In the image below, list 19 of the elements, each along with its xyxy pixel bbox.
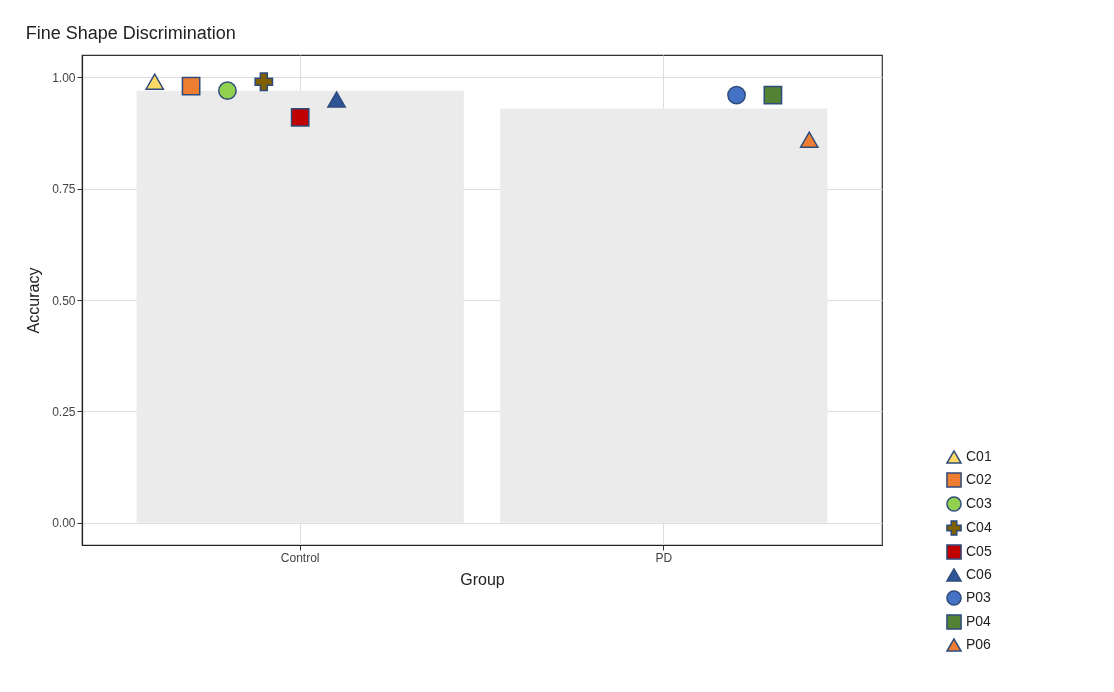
legend-label: C02 <box>966 471 992 487</box>
legend-label: C01 <box>966 448 992 464</box>
legend-label: P04 <box>966 613 992 629</box>
x-axis-title: Group <box>460 570 505 588</box>
legend-label: C06 <box>966 566 992 582</box>
x-tick-label: Control <box>280 550 320 565</box>
y-tick-label: 0.50 <box>52 293 76 308</box>
y-tick-label: 0.75 <box>52 182 76 197</box>
legend-label: C05 <box>966 543 992 559</box>
x-tick-label: PD <box>655 550 673 565</box>
legend-label: C04 <box>966 519 992 535</box>
legend-label: P03 <box>966 589 992 605</box>
y-tick-label: 0.25 <box>52 404 76 419</box>
y-tick-label: 1.00 <box>52 70 76 85</box>
y-axis-title: Accuracy <box>25 267 43 334</box>
chart-title: Fine Shape Discrimination <box>25 23 236 43</box>
legend-label: C03 <box>966 495 992 511</box>
legend-label: P06 <box>966 636 992 652</box>
y-tick-label: 0.00 <box>52 516 76 531</box>
